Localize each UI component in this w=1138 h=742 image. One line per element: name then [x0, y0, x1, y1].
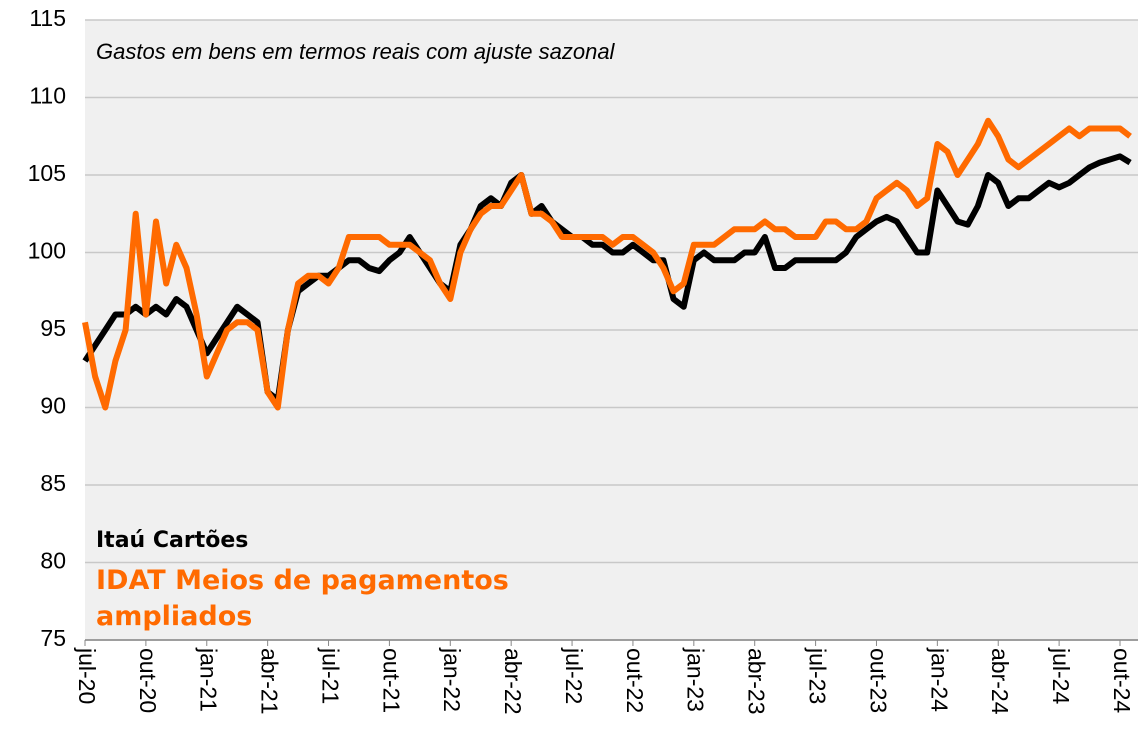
- x-tick-label: abr-23: [744, 648, 770, 714]
- x-tick-label: jan-21: [196, 647, 222, 712]
- x-tick-label: out-22: [622, 648, 648, 713]
- x-tick-label: out-21: [378, 648, 404, 713]
- x-tick-label: jul-23: [805, 647, 831, 704]
- x-tick-label: jan-23: [683, 647, 709, 712]
- x-tick-label: jul-22: [561, 647, 587, 704]
- x-tick-label: out-23: [865, 648, 891, 713]
- x-tick-label: jan-24: [926, 647, 952, 712]
- x-tick-label: jul-21: [317, 647, 343, 704]
- y-tick-label: 90: [40, 393, 66, 419]
- y-tick-label: 80: [40, 548, 66, 574]
- x-tick-label: jan-22: [439, 647, 465, 712]
- y-tick-label: 75: [40, 625, 66, 651]
- x-tick-label: abr-21: [257, 648, 283, 714]
- y-tick-label: 85: [40, 470, 66, 496]
- x-tick-label: abr-24: [987, 648, 1013, 715]
- x-tick-label: out-20: [135, 648, 161, 713]
- legend-entry: IDAT Meios de pagamentos ampliados: [96, 565, 509, 632]
- series-line: [82, 117, 1132, 411]
- legend-entry: Itaú Cartões: [96, 528, 249, 553]
- y-tick-label: 100: [28, 238, 66, 264]
- x-tick-label: jul-20: [74, 647, 100, 704]
- x-tick-label: out-24: [1109, 648, 1135, 713]
- y-tick-label: 95: [40, 315, 66, 341]
- chart-title: Gastos em bens em termos reais com ajust…: [96, 39, 615, 64]
- y-tick-label: 110: [29, 83, 66, 109]
- x-tick-label: abr-22: [500, 648, 526, 714]
- y-tick-label: 105: [28, 160, 66, 186]
- y-tick-label: 115: [29, 5, 66, 31]
- x-tick-label: jul-24: [1048, 647, 1074, 704]
